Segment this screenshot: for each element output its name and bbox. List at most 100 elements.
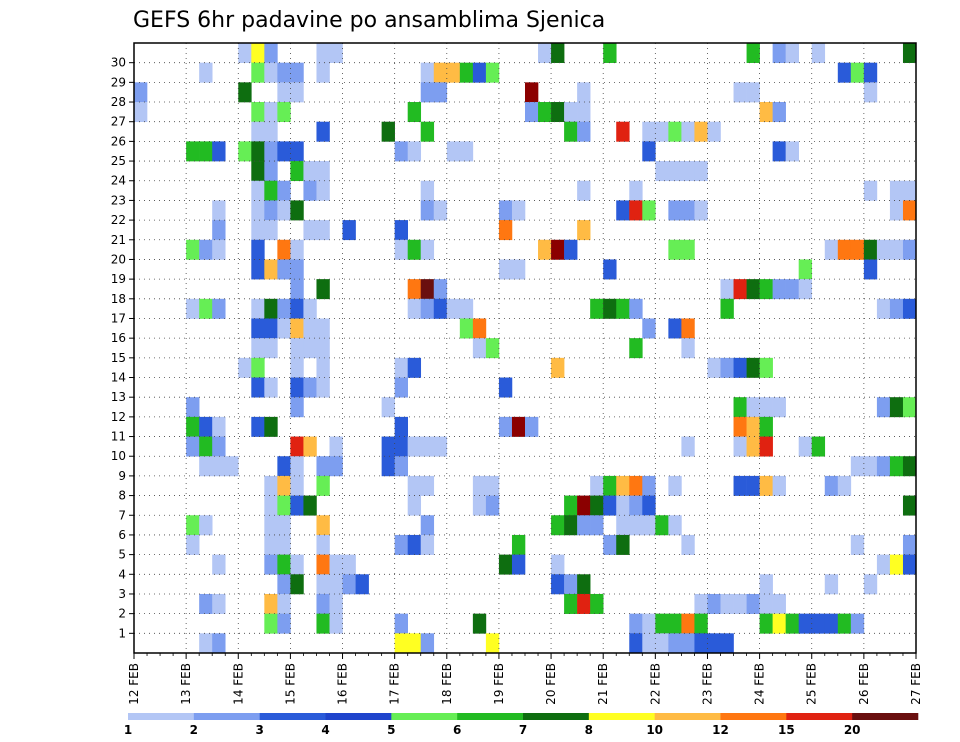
heatmap-cell [759, 102, 773, 123]
heatmap-cell [199, 456, 213, 477]
heatmap-cell [316, 613, 330, 634]
heatmap-cell [212, 298, 226, 319]
heatmap-cell [642, 495, 656, 516]
heatmap-cell [238, 357, 252, 378]
heatmap-cell [212, 456, 226, 477]
heatmap-cell [381, 456, 395, 477]
heatmap-cell [837, 613, 852, 634]
heatmap-cell [720, 298, 734, 319]
heatmap-cell [837, 239, 852, 260]
heatmap-cell [316, 534, 330, 555]
heatmap-cell [707, 357, 721, 378]
heatmap-cell [264, 180, 278, 201]
heatmap-cell [394, 534, 408, 555]
heatmap-cell [863, 574, 878, 595]
heatmap-cell [303, 318, 317, 339]
heatmap-cell [772, 279, 786, 300]
heatmap-cell [538, 239, 552, 260]
heatmap-cell [850, 613, 865, 634]
heatmap-cell [525, 102, 539, 123]
heatmap-cell [902, 397, 917, 418]
heatmap-cell [876, 456, 891, 477]
heatmap-cell [798, 436, 813, 457]
y-tick-label: 23 [111, 193, 126, 207]
heatmap-cell [655, 161, 669, 182]
heatmap-cell [290, 436, 304, 457]
heatmap-cell [603, 475, 617, 496]
x-tick-label: 27 FEB [909, 663, 923, 705]
heatmap-cell [902, 495, 917, 516]
heatmap-cell [251, 62, 265, 83]
heatmap-cell [303, 180, 317, 201]
heatmap-cell [616, 200, 630, 221]
heatmap-cell [420, 180, 435, 201]
heatmap-cell [629, 298, 643, 319]
heatmap-cell [433, 200, 448, 221]
heatmap-cell [394, 633, 408, 654]
heatmap-cell [642, 318, 656, 339]
x-tick-label: 23 FEB [700, 663, 714, 705]
heatmap-cell [694, 161, 708, 182]
heatmap-cell [511, 200, 526, 221]
heatmap-cell [277, 239, 291, 260]
heatmap-cell [277, 495, 291, 516]
heatmap-cell [733, 397, 747, 418]
legend-swatch [588, 713, 655, 720]
heatmap-cell [759, 574, 773, 595]
heatmap-cell [212, 416, 226, 437]
heatmap-cell [290, 62, 304, 83]
heatmap-cell [264, 220, 278, 241]
heatmap-cell [264, 338, 278, 359]
heatmap-cell [394, 436, 408, 457]
heatmap-cell [459, 62, 474, 83]
x-tick-label: 18 FEB [440, 663, 454, 705]
heatmap-cell [837, 62, 852, 83]
heatmap-cell [303, 495, 317, 516]
heatmap-cell [264, 554, 278, 575]
heatmap-cell [511, 259, 526, 280]
heatmap-cell [824, 239, 839, 260]
heatmap-cell [564, 102, 578, 123]
heatmap-cell [603, 43, 617, 63]
heatmap-cell [199, 298, 213, 319]
heatmap-cell [746, 475, 760, 496]
heatmap-cell [264, 416, 278, 437]
heatmap-cell [746, 416, 760, 437]
heatmap-cell [889, 239, 904, 260]
heatmap-cell [564, 495, 578, 516]
heatmap-cell [186, 436, 200, 457]
heatmap-cell [733, 82, 747, 103]
heatmap-cell [889, 456, 904, 477]
heatmap-cell [668, 200, 682, 221]
heatmap-cell [277, 554, 291, 575]
heatmap-cell [551, 357, 565, 378]
heatmap-cell [603, 495, 617, 516]
heatmap-cell [889, 200, 904, 221]
y-tick-label: 13 [111, 390, 126, 404]
heatmap-cell [407, 102, 422, 123]
heatmap-cell [498, 200, 513, 221]
heatmap-cell [290, 279, 304, 300]
heatmap-cells [134, 43, 917, 654]
heatmap-cell [134, 82, 148, 103]
legend-swatch [720, 713, 787, 720]
heatmap-cell [329, 456, 343, 477]
x-tick-label: 20 FEB [544, 663, 558, 705]
heatmap-cell [251, 121, 265, 142]
heatmap-cell [251, 161, 265, 182]
heatmap-cell [902, 239, 917, 260]
heatmap-cell [889, 397, 904, 418]
heatmap-cell [316, 161, 330, 182]
heatmap-cell [720, 593, 734, 614]
heatmap-cell [577, 593, 591, 614]
x-tick-label: 17 FEB [388, 663, 402, 705]
heatmap-cell [564, 574, 578, 595]
heatmap-cell [303, 161, 317, 182]
heatmap-cell [212, 141, 226, 162]
heatmap-cell [264, 259, 278, 280]
heatmap-cell [264, 141, 278, 162]
heatmap-cell [889, 180, 904, 201]
heatmap-cell [407, 298, 422, 319]
heatmap-cell [538, 43, 552, 63]
heatmap-cell [446, 62, 461, 83]
